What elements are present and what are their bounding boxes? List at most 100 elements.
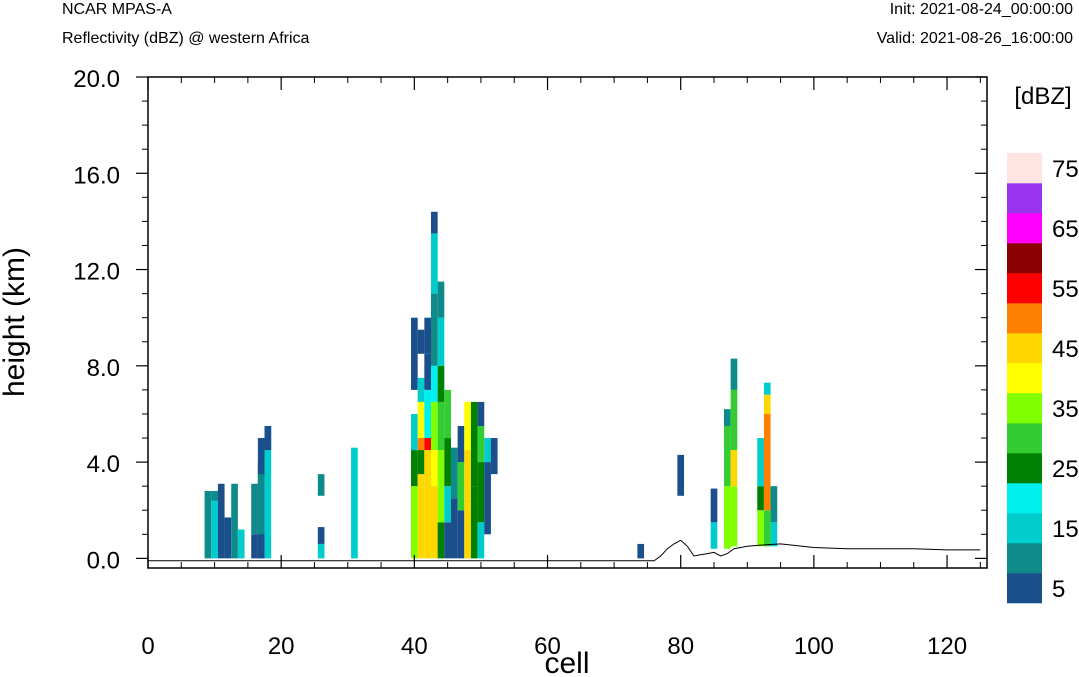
colorbar: 5 15 25 35 45 55 65 75 xyxy=(1007,153,1079,604)
reflectivity-cell xyxy=(431,365,438,402)
reflectivity-cell xyxy=(417,438,425,451)
reflectivity-cell xyxy=(730,450,738,487)
colorbar-label: 35 xyxy=(1052,396,1079,423)
reflectivity-cell xyxy=(411,486,418,559)
reflectivity-cell xyxy=(457,426,465,463)
x-tick-label: 40 xyxy=(401,633,428,660)
colorbar-label: 45 xyxy=(1052,336,1079,363)
reflectivity-cell xyxy=(484,462,491,535)
reflectivity-cell xyxy=(351,447,358,559)
colorbar-label: 65 xyxy=(1052,216,1079,243)
colorbar-swatch xyxy=(1007,333,1042,364)
reflectivity-cells xyxy=(204,211,778,559)
colorbar-swatch xyxy=(1007,423,1042,454)
reflectivity-cell xyxy=(431,293,438,366)
reflectivity-cell xyxy=(257,438,265,475)
reflectivity-cell xyxy=(317,527,325,544)
x-tick-label: 60 xyxy=(534,633,561,660)
reflectivity-cell xyxy=(444,522,451,559)
colorbar-swatch xyxy=(1007,363,1042,394)
y-axis-label: height (km) xyxy=(0,247,31,397)
reflectivity-cell xyxy=(431,401,438,451)
reflectivity-cell xyxy=(710,522,718,549)
colorbar-label: 55 xyxy=(1052,276,1079,303)
reflectivity-cell xyxy=(464,498,471,559)
reflectivity-cell xyxy=(450,498,458,559)
reflectivity-cell xyxy=(457,510,465,559)
reflectivity-cell xyxy=(464,401,471,451)
y-tick-label: 4.0 xyxy=(87,451,120,478)
reflectivity-cell xyxy=(444,389,451,439)
reflectivity-cell xyxy=(437,450,445,523)
reflectivity-cell xyxy=(763,394,771,414)
reflectivity-cell xyxy=(477,426,485,463)
reflectivity-cell xyxy=(464,450,471,499)
reflectivity-cell xyxy=(251,534,258,559)
plot-frame xyxy=(147,76,988,569)
reflectivity-cell xyxy=(411,413,418,426)
reflectivity-cell xyxy=(431,450,438,487)
reflectivity-cell xyxy=(770,522,778,547)
reflectivity-cell xyxy=(424,389,431,439)
reflectivity-cell xyxy=(317,543,325,559)
reflectivity-cell xyxy=(457,462,465,511)
reflectivity-cell xyxy=(251,483,258,535)
colorbar-swatch xyxy=(1007,453,1042,484)
x-tick-label: 20 xyxy=(268,633,295,660)
x-tick-label: 0 xyxy=(141,633,154,660)
subtitle-left: Reflectivity (dBZ) @ western Africa xyxy=(62,30,310,47)
reflectivity-cell xyxy=(757,438,764,487)
reflectivity-cell xyxy=(237,529,245,559)
y-tick-label: 20.0 xyxy=(73,66,120,93)
reflectivity-cell xyxy=(763,413,771,511)
title-left: NCAR MPAS-A xyxy=(62,1,172,18)
x-tick-label: 120 xyxy=(927,633,967,660)
colorbar-swatch xyxy=(1007,243,1042,274)
reflectivity-cell xyxy=(417,401,425,439)
axis-tick-labels: 0 20 40 60 80 100 120 0.0 4.0 8.0 12.0 16.0 20.0 xyxy=(73,66,967,660)
reflectivity-cell xyxy=(431,233,438,294)
reflectivity-cell xyxy=(730,358,738,390)
reflectivity-cell xyxy=(450,447,458,499)
reflectivity-cell xyxy=(437,365,445,402)
colorbar-swatch xyxy=(1007,153,1042,184)
colorbar-swatch xyxy=(1007,183,1042,214)
reflectivity-cell xyxy=(470,486,478,559)
reflectivity-cell xyxy=(211,490,218,559)
reflectivity-cell xyxy=(431,486,438,559)
reflectivity-cell xyxy=(477,462,485,523)
reflectivity-cell xyxy=(723,409,731,426)
reflectivity-cell xyxy=(710,488,718,523)
reflectivity-cell xyxy=(417,377,425,402)
reflectivity-cell xyxy=(411,317,418,390)
colorbar-swatch xyxy=(1007,213,1042,244)
colorbar-swatch xyxy=(1007,303,1042,334)
colorbar-label: 75 xyxy=(1052,156,1079,183)
terrain-line xyxy=(148,539,981,562)
reflectivity-cell xyxy=(224,517,232,559)
reflectivity-cell xyxy=(424,317,431,354)
axis-ticks xyxy=(136,76,987,568)
reflectivity-cell xyxy=(730,486,738,547)
reflectivity-cell xyxy=(211,490,218,501)
reflectivity-cell xyxy=(444,438,451,487)
terrain-path xyxy=(148,539,981,562)
reflectivity-cell xyxy=(477,522,485,559)
colorbar-unit-label: [dBZ] xyxy=(1014,83,1071,110)
reflectivity-cell xyxy=(730,389,738,451)
title-right: Init: 2021-08-24_00:00:00 xyxy=(889,1,1073,18)
reflectivity-cell xyxy=(757,486,764,511)
y-tick-label: 16.0 xyxy=(73,162,120,189)
colorbar-swatch xyxy=(1007,273,1042,304)
colorbar-swatch xyxy=(1007,513,1042,544)
reflectivity-cell xyxy=(417,450,425,475)
reflectivity-cell xyxy=(231,483,238,559)
reflectivity-cell xyxy=(723,486,731,549)
colorbar-swatch xyxy=(1007,573,1042,604)
reflectivity-cell xyxy=(484,438,491,463)
reflectivity-cell xyxy=(417,329,425,354)
reflectivity-cell xyxy=(264,426,272,451)
reflectivity-cell xyxy=(437,401,445,451)
reflectivity-cell xyxy=(770,486,778,523)
reflectivity-cell xyxy=(424,438,431,451)
